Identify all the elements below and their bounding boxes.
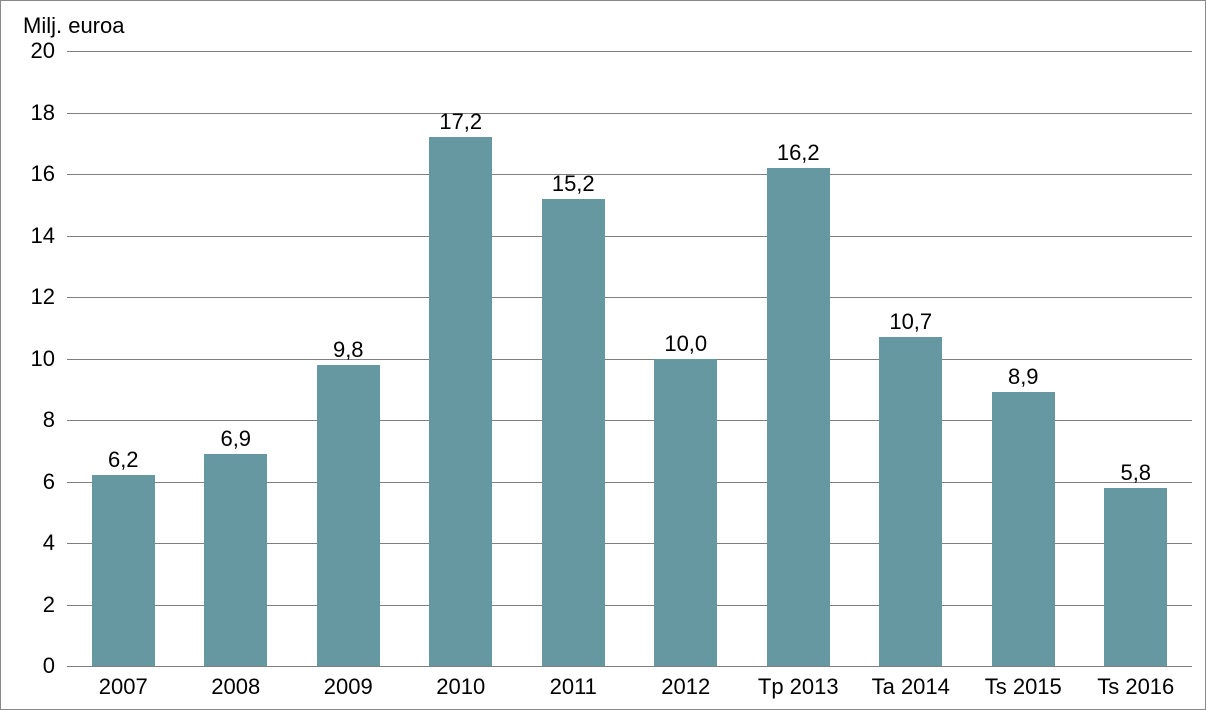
bar-value-label: 6,2 xyxy=(108,447,139,473)
x-tick-label: 2011 xyxy=(550,674,597,700)
x-tick-label: Ta 2014 xyxy=(872,674,950,700)
bar xyxy=(992,392,1055,666)
bar xyxy=(879,337,942,666)
x-tick-label: Ts 2016 xyxy=(1097,674,1174,700)
bar xyxy=(1104,488,1167,666)
x-tick-label: 2008 xyxy=(211,674,260,700)
x-axis-baseline xyxy=(67,666,1192,667)
x-tick-label: Tp 2013 xyxy=(758,674,839,700)
bar-value-label: 5,8 xyxy=(1120,460,1151,486)
y-tick-label: 10 xyxy=(1,346,55,372)
bar xyxy=(429,137,492,666)
plot-area xyxy=(67,51,1192,666)
y-tick-label: 4 xyxy=(1,530,55,556)
y-tick-label: 14 xyxy=(1,223,55,249)
gridline xyxy=(67,113,1192,114)
bar xyxy=(654,359,717,667)
bar xyxy=(204,454,267,666)
x-tick-label: 2012 xyxy=(661,674,710,700)
y-tick-label: 20 xyxy=(1,38,55,64)
y-tick-label: 18 xyxy=(1,100,55,126)
x-tick-label: 2009 xyxy=(324,674,373,700)
bar xyxy=(542,199,605,666)
gridline xyxy=(67,236,1192,237)
bar-value-label: 8,9 xyxy=(1008,364,1039,390)
bar-value-label: 17,2 xyxy=(439,109,482,135)
y-tick-label: 6 xyxy=(1,469,55,495)
gridline xyxy=(67,51,1192,52)
y-tick-label: 8 xyxy=(1,407,55,433)
bar xyxy=(317,365,380,666)
y-tick-label: 12 xyxy=(1,284,55,310)
bar-value-label: 10,0 xyxy=(664,331,707,357)
y-tick-label: 16 xyxy=(1,161,55,187)
chart-frame: Milj. euroa 0 2 4 6 8 10 12 14 16 18 20 6,2 2007 6,9 20… xyxy=(0,0,1206,710)
bar-value-label: 9,8 xyxy=(333,337,364,363)
bar-value-label: 15,2 xyxy=(552,171,595,197)
gridline xyxy=(67,297,1192,298)
x-tick-label: Ts 2015 xyxy=(985,674,1062,700)
bar xyxy=(92,475,155,666)
gridline xyxy=(67,174,1192,175)
bar-value-label: 6,9 xyxy=(220,426,251,452)
y-tick-label: 0 xyxy=(1,653,55,679)
x-tick-label: 2007 xyxy=(99,674,148,700)
y-tick-label: 2 xyxy=(1,592,55,618)
bar xyxy=(767,168,830,666)
y-axis-title: Milj. euroa xyxy=(23,13,124,39)
bar-value-label: 16,2 xyxy=(777,140,820,166)
x-tick-label: 2010 xyxy=(436,674,485,700)
bar-value-label: 10,7 xyxy=(889,309,932,335)
gridline xyxy=(67,359,1192,360)
